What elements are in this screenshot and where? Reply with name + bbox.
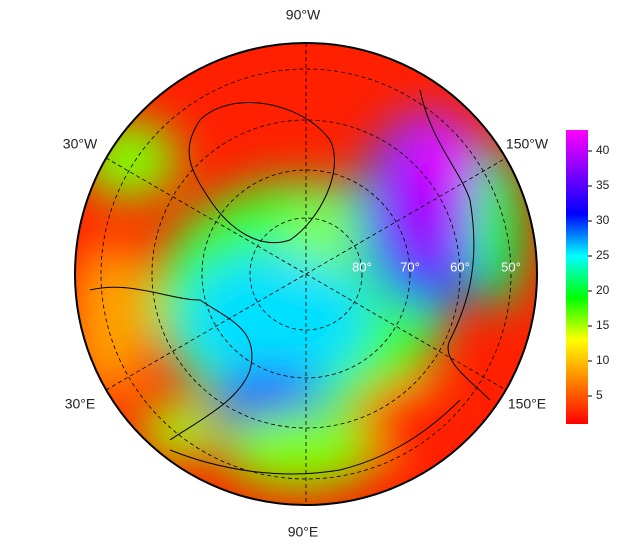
lon-label: 150°W (506, 136, 549, 152)
lon-label: 90°W (286, 7, 321, 23)
lon-label: 30°W (63, 136, 98, 152)
colorbar (566, 130, 588, 424)
colorbar-tick-label: 25 (596, 248, 610, 262)
lat-label: 50° (501, 259, 521, 274)
colorbar-tick-label: 20 (596, 283, 610, 297)
lon-label: 30°E (65, 396, 96, 412)
lat-label: 70° (400, 259, 420, 274)
map-border (74, 42, 538, 506)
colorbar-tick-label: 5 (596, 388, 603, 402)
lat-label: 80° (352, 259, 372, 274)
lat-label: 60° (450, 259, 470, 274)
colorbar-tick-label: 30 (596, 213, 610, 227)
colorbar-tick-label: 35 (596, 178, 610, 192)
field-blobs (75, 110, 525, 490)
colorbar-tick-label: 40 (596, 143, 610, 157)
lon-label: 90°E (288, 524, 319, 540)
graticule (100, 43, 512, 505)
colorbar-tick-label: 10 (596, 353, 610, 367)
lon-label: 150°E (508, 396, 546, 412)
colorbar-tick-label: 15 (596, 318, 610, 332)
coastlines (89, 89, 491, 475)
